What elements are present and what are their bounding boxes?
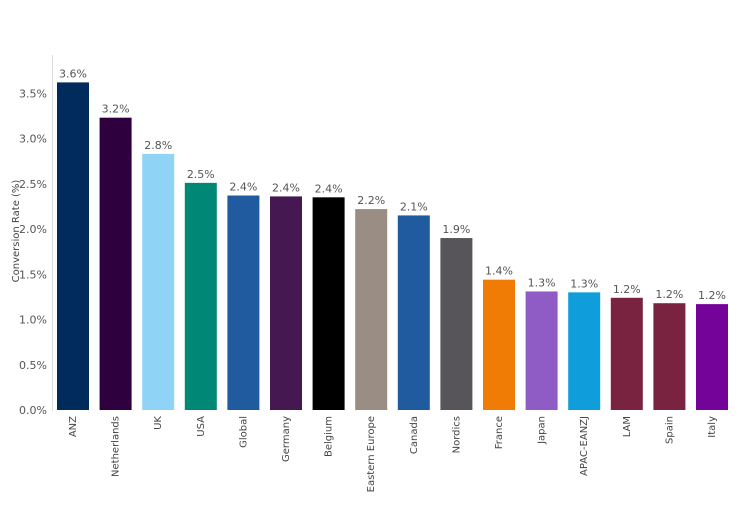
category-label: APAC-EANZJ — [579, 416, 590, 476]
category-label: Belgium — [324, 416, 335, 457]
category-label: USA — [196, 416, 207, 437]
data-label: 2.4% — [229, 181, 257, 194]
category-label: Netherlands — [111, 416, 122, 477]
bar — [696, 304, 728, 410]
bar — [270, 196, 302, 410]
bar — [397, 215, 430, 410]
bar — [483, 279, 515, 410]
data-label: 2.1% — [400, 200, 428, 213]
data-label: 1.3% — [570, 277, 598, 290]
category-label: UK — [153, 416, 164, 430]
bar — [440, 238, 473, 410]
category-label: Spain — [664, 416, 675, 444]
bars — [57, 82, 728, 410]
y-tick-label: 2.5% — [19, 178, 47, 191]
category-label: Italy — [707, 416, 718, 438]
category-label: Nordics — [451, 416, 462, 453]
data-label: 1.2% — [613, 283, 641, 296]
bar — [99, 117, 132, 410]
data-label: 1.9% — [442, 223, 470, 236]
category-label: Germany — [281, 416, 292, 462]
data-label: 2.8% — [144, 139, 172, 152]
data-label: 3.2% — [102, 103, 130, 116]
bar — [142, 153, 175, 410]
y-tick-label: 2.0% — [19, 223, 47, 236]
bar — [525, 291, 558, 410]
data-label: 3.6% — [59, 67, 87, 80]
data-labels: 3.6% 3.2% 2.8% 2.5% 2.4% 2.4% 2.4% 2.2% 2.1% 1.9%… — [59, 67, 726, 302]
data-label: 2.4% — [315, 182, 343, 195]
data-label: 2.5% — [187, 168, 215, 181]
data-label: 2.2% — [357, 194, 385, 207]
bar — [610, 297, 643, 410]
data-label: 1.4% — [485, 265, 513, 278]
data-label: 1.2% — [655, 288, 683, 301]
data-label: 2.4% — [272, 181, 300, 194]
bar — [568, 292, 601, 410]
bar — [227, 195, 260, 410]
y-tick-label: 0.5% — [19, 359, 47, 372]
bar — [184, 182, 217, 410]
y-tick-label: 3.0% — [19, 133, 47, 146]
y-tick-label: 3.5% — [19, 87, 47, 100]
bar — [653, 303, 686, 410]
bar — [312, 197, 345, 410]
category-labels: ANZ Netherlands UK USA Global Germany Belgium E… — [68, 416, 718, 493]
category-label: Japan — [537, 416, 548, 445]
category-label: Global — [238, 416, 249, 448]
bar — [355, 209, 388, 410]
category-label: LAM — [622, 416, 633, 437]
bar — [57, 82, 89, 410]
data-label: 1.2% — [698, 289, 726, 302]
y-tick-label: 1.5% — [19, 268, 47, 281]
category-label: Eastern Europe — [366, 416, 377, 492]
category-label: France — [494, 416, 505, 449]
y-axis-title: Conversion Rate (%) — [11, 180, 22, 283]
y-tick-label: 1.0% — [19, 314, 47, 327]
category-label: ANZ — [68, 416, 79, 437]
y-ticks: 0.0% 0.5% 1.0% 1.5% 2.0% 2.5% 3.0% 3.5% — [19, 87, 47, 417]
data-label: 1.3% — [528, 276, 556, 289]
y-tick-label: 0.0% — [19, 404, 47, 417]
category-label: Canada — [409, 416, 420, 454]
